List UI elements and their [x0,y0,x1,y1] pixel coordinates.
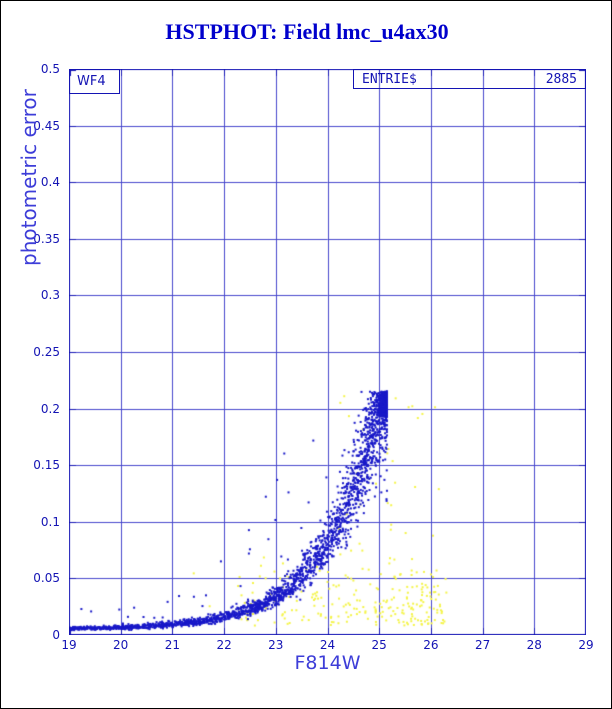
y-tick-label: 0.2 [40,401,60,416]
y-tick-label: 0.45 [33,118,60,133]
page-title: HSTPHOT: Field lmc_u4ax30 [165,19,449,44]
y-tick-label: 0.5 [40,62,60,76]
x-tick-label: 26 [423,638,439,652]
x-axis-label: F814W [294,652,361,674]
x-axis-tick-labels: 19 20 21 22 23 24 25 26 27 28 29 [61,638,593,652]
y-tick-label: 0.25 [33,345,60,359]
x-tick-label: 21 [164,638,181,652]
y-tick-label: 0.05 [33,571,60,586]
y-axis-tick-labels: 0 0.05 0.1 0.15 0.2 0.25 0.3 0.35 0.4 0.45 0.5 [1,62,64,649]
x-tick-label: 27 [474,638,491,652]
x-tick-label: 20 [113,638,129,652]
stats-entries-value: 2885 [545,71,577,87]
dataset-label-box: WF4 [69,69,120,94]
stats-entries-label: ENTRIE$ [362,71,417,87]
x-tick-label: 29 [578,638,594,652]
scatter-plot-canvas [69,69,586,635]
x-tick-label: 25 [371,638,387,652]
y-tick-label: 0 [52,628,60,642]
y-tick-label: 0.3 [40,288,60,303]
y-tick-label: 0.15 [33,458,60,473]
y-axis-label: photometric error [17,89,41,266]
x-tick-label: 23 [268,638,284,652]
stats-box: ENTRIE$ 2885 [353,69,586,89]
x-tick-label: 19 [61,638,77,652]
x-tick-label: 24 [319,638,336,652]
dataset-label: WF4 [77,74,106,89]
y-tick-label: 0.1 [40,514,60,529]
y-tick-label: 0.4 [40,175,60,190]
x-tick-label: 28 [526,638,542,652]
y-tick-label: 0.35 [33,231,60,246]
x-tick-label: 22 [216,638,232,652]
